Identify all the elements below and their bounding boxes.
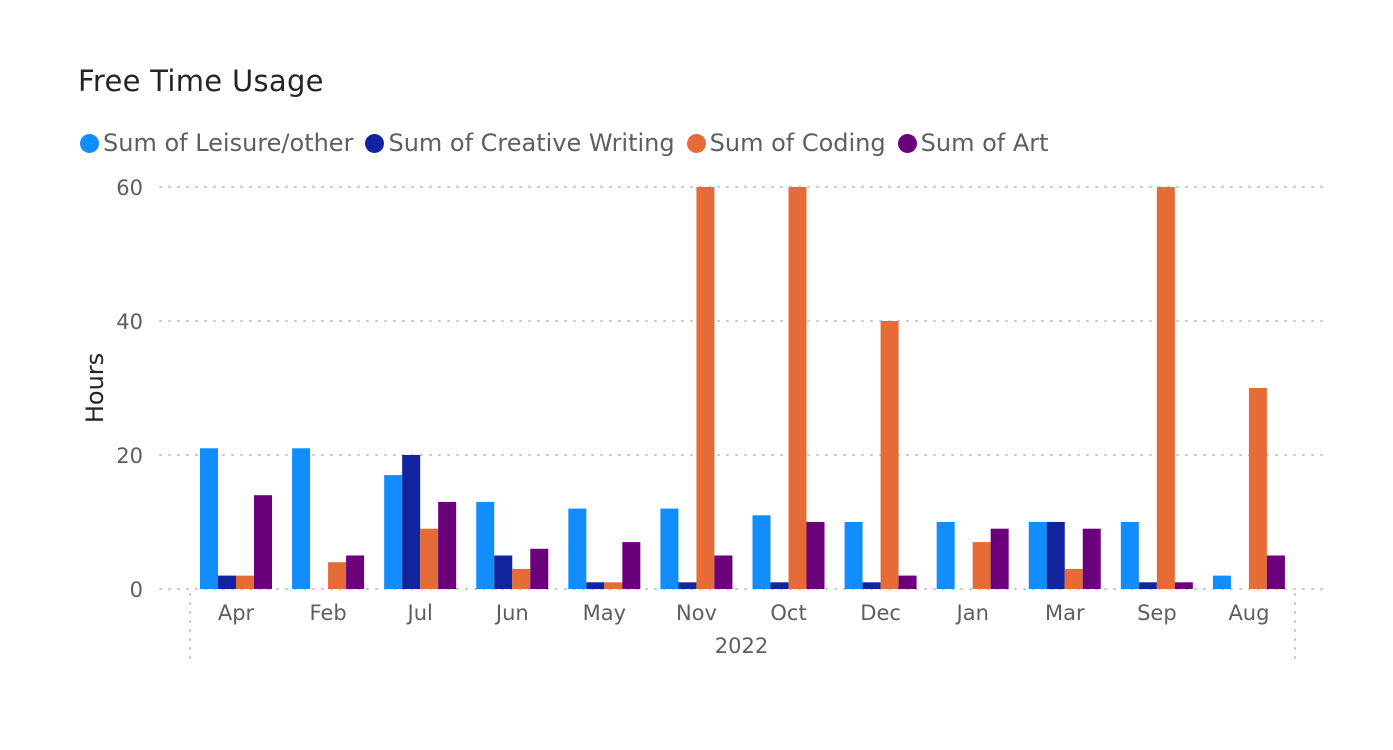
bar-apr-series-3	[254, 495, 272, 589]
legend-item-2[interactable]: Sum of Coding	[686, 129, 886, 157]
x-tick-label-feb: Feb	[310, 601, 347, 625]
bar-apr-series-0	[200, 448, 218, 589]
chart-title: Free Time Usage	[78, 64, 324, 98]
bar-dec-series-1	[862, 582, 881, 589]
bar-oct-series-1	[770, 582, 789, 589]
bar-feb-series-3	[346, 555, 365, 589]
x-tick-label-may: May	[583, 601, 626, 625]
bar-oct-series-3	[806, 522, 825, 589]
bar-jun-series-1	[494, 555, 513, 589]
bar-nov-series-2	[696, 187, 715, 589]
bar-sep-series-2	[1156, 187, 1175, 589]
bar-jan-series-3	[990, 528, 1009, 589]
bar-dec-series-2	[880, 321, 899, 589]
bar-apr-series-1	[218, 575, 236, 589]
bar-sep-series-0	[1120, 522, 1139, 589]
x-tick-label-jul: Jul	[406, 601, 433, 625]
y-tick-label-20: 20	[116, 444, 143, 468]
legend-label-1: Sum of Creative Writing	[388, 129, 675, 157]
bar-may-series-2	[604, 582, 623, 589]
bar-apr-series-2	[236, 575, 254, 589]
legend-swatch-2	[686, 133, 706, 153]
bar-mar-series-1	[1046, 522, 1065, 589]
bar-aug-series-0	[1212, 575, 1231, 589]
bar-nov-series-1	[678, 582, 697, 589]
bar-jul-series-1	[402, 455, 421, 589]
legend-label-2: Sum of Coding	[709, 129, 886, 157]
x-tick-label-oct: Oct	[770, 601, 806, 625]
bar-aug-series-2	[1248, 388, 1267, 589]
x-tick-label-apr: Apr	[218, 601, 255, 625]
bar-jan-series-2	[972, 542, 991, 589]
legend-label-3: Sum of Art	[920, 129, 1049, 157]
legend-swatch-0	[80, 133, 99, 153]
bar-nov-series-3	[714, 555, 733, 589]
bar-may-series-0	[568, 508, 587, 589]
bar-mar-series-3	[1082, 528, 1101, 589]
bar-sep-series-3	[1174, 582, 1193, 589]
bar-jul-series-2	[420, 528, 439, 589]
bar-may-series-3	[622, 542, 641, 589]
y-tick-label-40: 40	[116, 310, 143, 334]
bar-jun-series-2	[512, 568, 531, 589]
bar-oct-series-0	[752, 515, 771, 589]
x-group-label: 2022	[715, 634, 768, 658]
bar-nov-series-0	[660, 508, 679, 589]
x-tick-label-sep: Sep	[1137, 601, 1177, 625]
bar-jun-series-0	[476, 501, 495, 589]
legend-item-0[interactable]: Sum of Leisure/other	[80, 129, 353, 157]
bar-feb-series-0	[292, 448, 311, 589]
x-tick-label-jun: Jun	[494, 601, 529, 625]
legend-label-0: Sum of Leisure/other	[103, 129, 354, 157]
y-tick-label-0: 0	[130, 578, 143, 602]
legend-item-3[interactable]: Sum of Art	[897, 129, 1049, 157]
bar-jan-series-0	[936, 522, 955, 589]
legend-swatch-1	[365, 133, 385, 153]
bar-oct-series-2	[788, 187, 807, 589]
bar-jul-series-0	[384, 475, 403, 589]
bar-may-series-1	[586, 582, 605, 589]
bar-dec-series-3	[898, 575, 917, 589]
bar-aug-series-3	[1266, 555, 1285, 589]
x-tick-label-aug: Aug	[1228, 601, 1269, 625]
bar-feb-series-2	[328, 562, 347, 589]
bar-dec-series-0	[844, 522, 863, 589]
x-tick-label-jan: Jan	[955, 601, 989, 625]
bar-jul-series-3	[438, 501, 457, 589]
legend-swatch-3	[897, 133, 917, 153]
bar-sep-series-1	[1138, 582, 1157, 589]
x-tick-label-mar: Mar	[1045, 601, 1085, 625]
legend-item-1[interactable]: Sum of Creative Writing	[365, 129, 675, 157]
y-axis-title: Hours	[81, 353, 109, 423]
x-tick-label-nov: Nov	[676, 601, 717, 625]
bar-mar-series-0	[1028, 522, 1047, 589]
y-tick-label-60: 60	[116, 176, 143, 200]
chart-legend: Sum of Leisure/other Sum of Creative Writ…	[80, 128, 1061, 158]
x-tick-label-dec: Dec	[860, 601, 901, 625]
bar-jun-series-3	[530, 548, 549, 589]
bar-mar-series-2	[1064, 568, 1083, 589]
